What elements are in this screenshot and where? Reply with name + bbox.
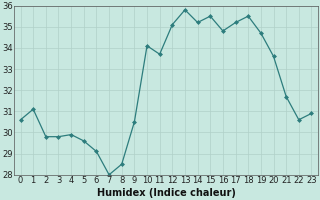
X-axis label: Humidex (Indice chaleur): Humidex (Indice chaleur) (97, 188, 236, 198)
